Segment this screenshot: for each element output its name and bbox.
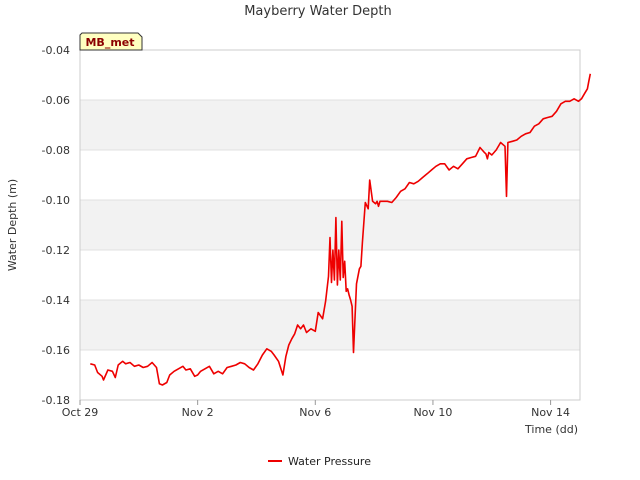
plot-area-frame <box>79 49 581 401</box>
y-tick-label: -0.10 <box>42 194 70 207</box>
x-tick-label: Nov 14 <box>531 406 570 419</box>
x-axis-ticks: Oct 29 Nov 2 Nov 6 Nov 10 Nov 14 <box>62 400 570 419</box>
x-tick-label: Oct 29 <box>62 406 99 419</box>
chart-title: Mayberry Water Depth <box>244 4 392 19</box>
series-layer <box>90 73 592 386</box>
y-axis-title: Water Depth (m) <box>6 179 19 271</box>
y-tick-label: -0.14 <box>42 294 70 307</box>
y-axis-ticks: -0.04 -0.06 -0.08 -0.10 -0.12 -0.14 -0.16 -0.18 <box>42 44 70 407</box>
x-tick-label: Nov 6 <box>299 406 331 419</box>
y-tick-label: -0.04 <box>42 44 70 57</box>
x-tick-label: Nov 10 <box>413 406 452 419</box>
legend-label-water-pressure: Water Pressure <box>288 455 371 468</box>
x-axis-title: Time (dd) <box>524 423 578 436</box>
series-line-water-pressure <box>90 73 592 386</box>
badge-label: MB_met <box>85 36 134 49</box>
legend[interactable]: Water Pressure <box>268 455 371 468</box>
y-tick-label: -0.18 <box>42 394 70 407</box>
badge-shape <box>79 32 143 51</box>
station-badge: MB_met <box>79 32 143 51</box>
y-tick-label: -0.08 <box>42 144 70 157</box>
y-tick-label: -0.16 <box>42 344 70 357</box>
plot-band <box>80 100 580 150</box>
y-tick-label: -0.12 <box>42 244 70 257</box>
plot-band <box>80 300 580 350</box>
y-tick-label: -0.06 <box>42 94 70 107</box>
plot-bands <box>80 100 580 350</box>
x-tick-label: Nov 2 <box>182 406 214 419</box>
